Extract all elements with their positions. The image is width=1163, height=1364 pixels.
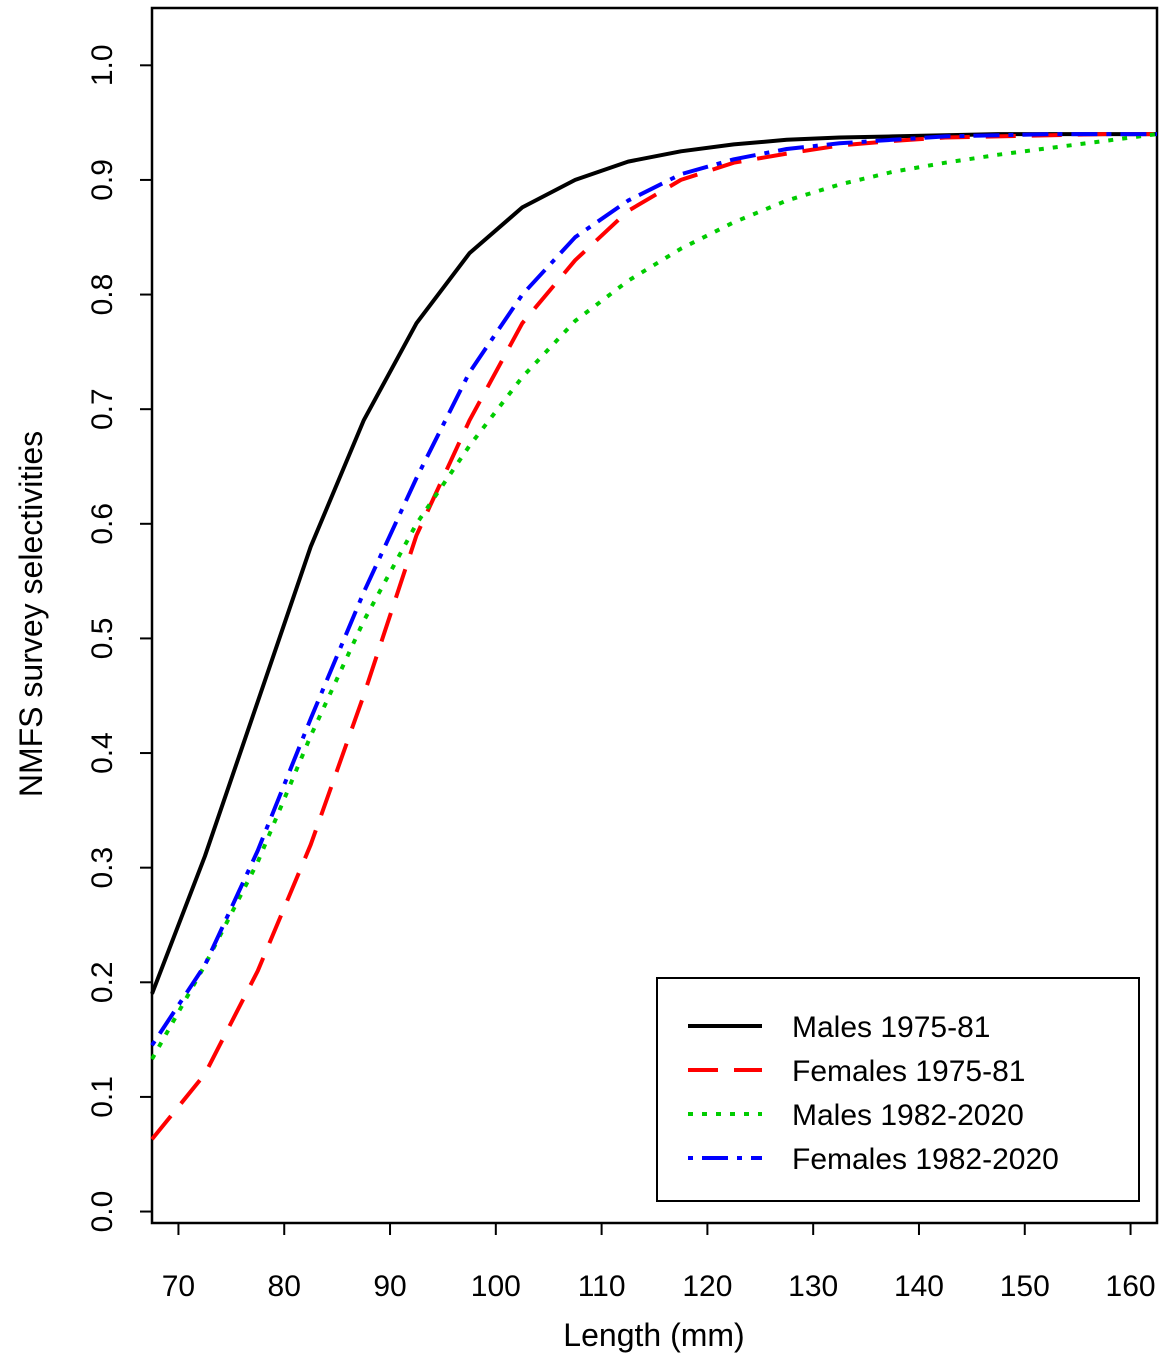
- x-tick-label: 70: [162, 1270, 195, 1303]
- y-tick-label: 1.0: [86, 44, 119, 86]
- legend-label-0: Males 1975-81: [792, 1011, 990, 1044]
- x-axis: 70 80 90 100 110 120 130 140 150 160: [162, 1223, 1156, 1303]
- y-tick-label: 0.7: [86, 388, 119, 430]
- x-tick-label: 150: [1000, 1270, 1050, 1303]
- series-layer: [150, 132, 1158, 1141]
- y-tick-label: 0.3: [86, 847, 119, 889]
- x-tick-label: 160: [1106, 1270, 1156, 1303]
- x-tick-label: 110: [578, 1270, 626, 1303]
- series-line-3: [150, 132, 1157, 1047]
- y-tick-label: 0.9: [86, 159, 119, 201]
- x-tick-label: 140: [894, 1270, 944, 1303]
- y-tick-label: 0.2: [86, 961, 119, 1003]
- x-tick-label: 90: [373, 1270, 406, 1303]
- y-tick-label: 0.8: [86, 274, 119, 316]
- legend-label-2: Males 1982-2020: [792, 1099, 1024, 1132]
- y-axis: 0.0 0.1 0.2 0.3 0.4 0.5 0.6 0.7 0.8 0.9 1.0: [86, 44, 152, 1232]
- y-axis-title: NMFS survey selectivities: [13, 431, 49, 797]
- x-tick-label: 80: [268, 1270, 301, 1303]
- plot-frame: [150, 6, 1159, 1225]
- y-tick-label: 0.1: [86, 1076, 119, 1118]
- y-tick-label: 0.0: [86, 1191, 119, 1233]
- series-line-2: [150, 132, 1158, 1061]
- y-tick-label: 0.6: [86, 503, 119, 545]
- legend-box: [656, 977, 1140, 1202]
- y-tick-label: 0.4: [86, 732, 119, 774]
- legend: Males 1975-81 Females 1975-81 Males 1982-2…: [656, 977, 1140, 1202]
- x-axis-title: Length (mm): [563, 1317, 744, 1353]
- legend-label-1: Females 1975-81: [792, 1055, 1025, 1088]
- y-tick-label: 0.5: [86, 618, 119, 660]
- x-tick-label: 120: [682, 1270, 732, 1303]
- x-tick-label: 100: [471, 1270, 521, 1303]
- legend-label-3: Females 1982-2020: [792, 1143, 1059, 1176]
- x-tick-label: 130: [788, 1270, 838, 1303]
